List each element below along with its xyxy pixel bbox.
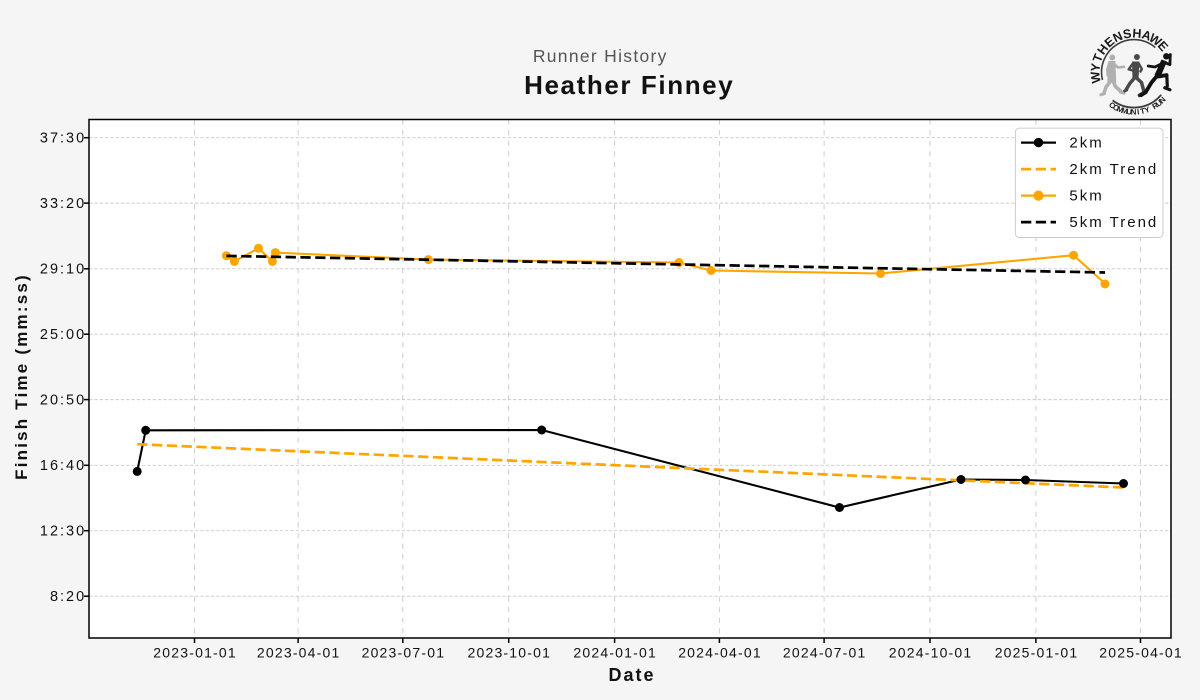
- svg-text:Y: Y: [1088, 62, 1103, 73]
- svg-text:8:20: 8:20: [50, 589, 86, 605]
- svg-text:16:40: 16:40: [40, 458, 86, 474]
- svg-text:O: O: [1111, 102, 1120, 113]
- svg-text:Heather Finney: Heather Finney: [524, 70, 734, 100]
- svg-text:2023-07-01: 2023-07-01: [362, 645, 446, 661]
- svg-text:M: M: [1120, 106, 1128, 116]
- svg-text:2024-01-01: 2024-01-01: [573, 645, 657, 661]
- svg-text:2025-04-01: 2025-04-01: [1099, 645, 1183, 661]
- svg-text:Runner History: Runner History: [533, 46, 668, 66]
- svg-text:A: A: [1140, 28, 1153, 44]
- svg-text:2023-10-01: 2023-10-01: [467, 645, 551, 661]
- svg-text:5km Trend: 5km Trend: [1069, 214, 1158, 231]
- svg-text:5km: 5km: [1069, 188, 1103, 205]
- svg-text:N: N: [1131, 108, 1137, 117]
- svg-text:C: C: [1107, 100, 1117, 111]
- svg-text:U: U: [1154, 98, 1164, 109]
- svg-text:R: R: [1151, 100, 1161, 111]
- svg-text:37:30: 37:30: [40, 131, 86, 147]
- svg-text:2024-04-01: 2024-04-01: [678, 645, 762, 661]
- svg-text:H: H: [1132, 26, 1142, 41]
- svg-text:2024-07-01: 2024-07-01: [783, 645, 867, 661]
- svg-text:2km: 2km: [1069, 135, 1103, 152]
- svg-text:U: U: [1126, 107, 1133, 117]
- svg-text:M: M: [1116, 104, 1125, 115]
- svg-text:29:10: 29:10: [40, 262, 86, 278]
- svg-text:12:30: 12:30: [40, 524, 86, 540]
- svg-text:T: T: [1139, 106, 1146, 116]
- svg-text:2023-01-01: 2023-01-01: [153, 645, 237, 661]
- svg-text:W: W: [1088, 70, 1104, 84]
- svg-text:Date: Date: [608, 665, 655, 685]
- svg-text:25:00: 25:00: [40, 327, 86, 343]
- svg-text:2025-01-01: 2025-01-01: [995, 645, 1079, 661]
- svg-text:Finish Time (mm:ss): Finish Time (mm:ss): [12, 273, 31, 480]
- svg-text:2km Trend: 2km Trend: [1069, 161, 1158, 178]
- svg-text:20:50: 20:50: [40, 392, 86, 408]
- svg-text:N: N: [1157, 95, 1168, 106]
- svg-text:2024-10-01: 2024-10-01: [889, 645, 973, 661]
- svg-text:Y: Y: [1143, 105, 1152, 115]
- svg-text:I: I: [1137, 107, 1140, 116]
- svg-text:2023-04-01: 2023-04-01: [257, 645, 341, 661]
- svg-text:33:20: 33:20: [40, 196, 86, 212]
- svg-text:S: S: [1122, 26, 1133, 41]
